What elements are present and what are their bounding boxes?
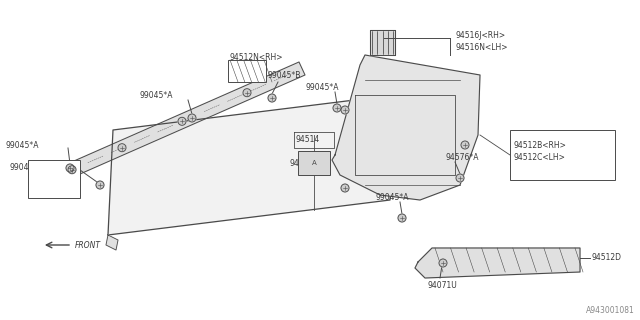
Text: 94516J<RH>: 94516J<RH>: [455, 30, 505, 39]
Text: A943001081: A943001081: [586, 306, 635, 315]
Circle shape: [178, 117, 186, 125]
Circle shape: [461, 141, 469, 149]
Polygon shape: [332, 55, 480, 200]
Text: 94512N<RH>: 94512N<RH>: [230, 53, 284, 62]
Bar: [28, 160, 80, 198]
Polygon shape: [415, 248, 580, 278]
Text: 99045*B: 99045*B: [32, 164, 65, 172]
Bar: [510, 130, 615, 180]
Circle shape: [66, 164, 74, 172]
Text: 945120<LH>: 945120<LH>: [28, 181, 79, 190]
Text: 94071U: 94071U: [428, 281, 458, 290]
Circle shape: [439, 259, 447, 267]
Circle shape: [341, 106, 349, 114]
Text: 94576*B: 94576*B: [290, 158, 323, 167]
Circle shape: [333, 104, 341, 112]
Text: 99045*B: 99045*B: [268, 71, 301, 81]
Bar: [228, 60, 266, 82]
Circle shape: [68, 166, 76, 174]
Text: 94514: 94514: [295, 135, 319, 145]
Text: A: A: [312, 160, 316, 166]
Text: 99045*A: 99045*A: [305, 84, 339, 92]
Polygon shape: [370, 30, 395, 55]
Text: 99045*A: 99045*A: [140, 91, 173, 100]
Circle shape: [243, 89, 251, 97]
Polygon shape: [108, 95, 395, 235]
Text: 99045*A: 99045*A: [5, 140, 38, 149]
Bar: [298, 151, 330, 175]
Text: 99045*A: 99045*A: [10, 164, 44, 172]
Circle shape: [398, 214, 406, 222]
Circle shape: [268, 94, 276, 102]
Text: 99045*A: 99045*A: [375, 193, 408, 202]
Text: 94576*A: 94576*A: [445, 153, 479, 162]
Text: FRONT: FRONT: [75, 241, 101, 250]
Text: 94512B<RH>: 94512B<RH>: [514, 140, 567, 149]
Circle shape: [188, 114, 196, 122]
Text: 94516N<LH>: 94516N<LH>: [455, 43, 508, 52]
Circle shape: [96, 181, 104, 189]
Circle shape: [118, 144, 126, 152]
Polygon shape: [106, 235, 118, 250]
Text: 94512C<LH>: 94512C<LH>: [514, 154, 566, 163]
Polygon shape: [49, 62, 305, 185]
Circle shape: [341, 184, 349, 192]
Circle shape: [456, 174, 464, 182]
Text: 94512D: 94512D: [592, 253, 622, 262]
